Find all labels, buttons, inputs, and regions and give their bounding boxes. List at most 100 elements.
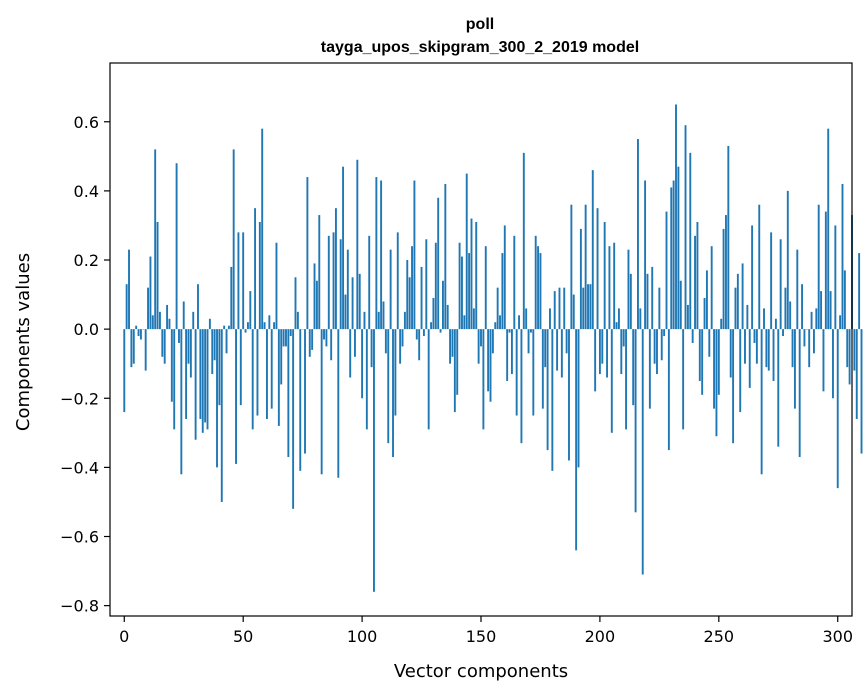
- bar-25: [182, 301, 185, 330]
- bar-34: [204, 329, 207, 423]
- chart-subtitle: tayga_upos_skipgram_300_2_2019 model: [321, 39, 639, 56]
- bar-12: [151, 315, 154, 330]
- bar-48: [237, 232, 240, 330]
- bar-301: [839, 315, 842, 330]
- bar-81: [315, 280, 318, 330]
- bar-262: [746, 304, 749, 330]
- bar-230: [670, 187, 673, 330]
- bar-302: [841, 183, 844, 330]
- bar-54: [251, 329, 254, 430]
- bar-14: [156, 221, 159, 330]
- bar-257: [734, 287, 737, 330]
- bar-183: [558, 287, 561, 330]
- bar-175: [539, 253, 542, 330]
- bar-66: [280, 329, 283, 385]
- bar-15: [158, 311, 161, 330]
- bar-28: [189, 329, 192, 378]
- x-tick-label: 0: [119, 627, 129, 646]
- bar-170: [527, 329, 530, 354]
- x-axis-label: Vector components: [394, 661, 568, 682]
- bar-186: [565, 329, 568, 354]
- bar-220: [646, 273, 649, 330]
- bar-237: [686, 304, 689, 330]
- bar-250: [717, 329, 720, 395]
- bar-229: [667, 329, 670, 451]
- bar-113: [392, 329, 394, 458]
- x-tick-label: 200: [585, 627, 616, 646]
- bar-5: [135, 325, 138, 330]
- bar-167: [520, 329, 523, 444]
- bar-209: [620, 329, 623, 375]
- bar-11: [149, 256, 152, 330]
- bar-110: [384, 329, 387, 354]
- bar-169: [525, 308, 528, 330]
- bar-69: [287, 329, 290, 458]
- bar-198: [594, 329, 597, 392]
- bar-122: [413, 180, 416, 330]
- bar-131: [434, 242, 437, 330]
- bar-116: [399, 329, 402, 364]
- bar-239: [691, 329, 694, 343]
- bar-107: [377, 311, 380, 330]
- bar-195: [587, 284, 589, 330]
- x-tick-label: 50: [233, 627, 253, 646]
- bar-217: [639, 308, 642, 330]
- bar-139: [453, 329, 456, 413]
- bar-73: [296, 311, 299, 330]
- bar-80: [313, 263, 316, 330]
- bar-163: [510, 329, 513, 375]
- bar-46: [232, 149, 235, 330]
- bar-201: [601, 329, 604, 364]
- bar-78: [308, 329, 311, 357]
- bar-191: [577, 329, 580, 468]
- bar-31: [197, 284, 199, 330]
- bar-218: [641, 329, 644, 575]
- bar-23: [178, 329, 180, 343]
- bar-246: [708, 329, 711, 357]
- bar-199: [596, 208, 599, 330]
- bar-114: [394, 329, 397, 416]
- bar-134: [442, 280, 444, 330]
- bar-92: [342, 166, 345, 330]
- bar-241: [696, 221, 699, 330]
- bar-212: [627, 249, 630, 330]
- bar-260: [741, 263, 744, 330]
- bar-291: [815, 308, 818, 330]
- y-tick-label: 0.2: [74, 251, 99, 270]
- bar-108: [380, 180, 383, 330]
- bar-142: [461, 256, 463, 330]
- bar-181: [553, 291, 556, 330]
- bar-65: [277, 329, 280, 426]
- bar-180: [551, 329, 554, 471]
- bar-182: [556, 329, 559, 371]
- bar-133: [439, 329, 442, 333]
- bar-124: [418, 329, 421, 361]
- bar-224: [656, 329, 658, 375]
- bar-261: [744, 329, 746, 364]
- bar-71: [292, 329, 295, 509]
- bar-103: [368, 235, 371, 330]
- bar-19: [168, 318, 171, 330]
- bar-177: [544, 329, 547, 368]
- bar-244: [703, 298, 706, 330]
- bar-179: [549, 308, 551, 330]
- bar-76: [304, 329, 306, 454]
- bar-265: [753, 329, 756, 343]
- bar-161: [506, 329, 509, 381]
- bar-55: [254, 208, 257, 330]
- bar-166: [518, 315, 520, 330]
- bar-68: [285, 329, 287, 347]
- bar-178: [546, 329, 549, 451]
- y-tick-label: −0.2: [60, 389, 99, 408]
- bar-50: [242, 232, 245, 330]
- bar-62: [270, 329, 273, 409]
- bar-53: [249, 291, 252, 330]
- bar-251: [720, 318, 723, 330]
- bar-129: [430, 322, 433, 330]
- bar-145: [468, 253, 471, 330]
- bar-162: [508, 329, 511, 333]
- bar-274: [774, 318, 777, 330]
- bar-280: [789, 301, 792, 330]
- bar-91: [339, 239, 342, 330]
- bar-64: [275, 242, 278, 330]
